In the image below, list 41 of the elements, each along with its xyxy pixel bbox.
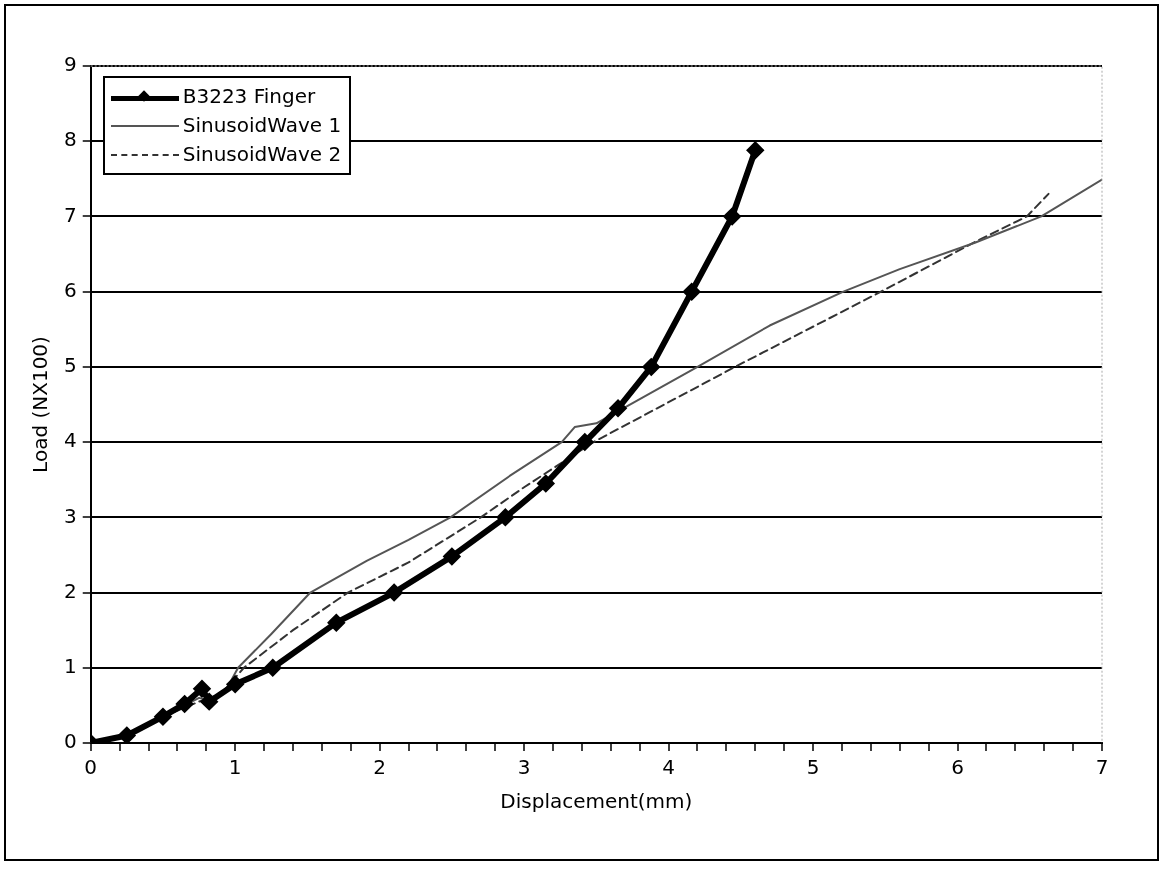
y-tick-label: 8 bbox=[63, 127, 77, 152]
legend-label: B3223 Finger bbox=[182, 83, 316, 110]
y-tick-label: 0 bbox=[63, 729, 77, 754]
x-tick-label: 6 bbox=[951, 755, 964, 780]
point bbox=[264, 659, 281, 676]
point bbox=[497, 509, 514, 526]
y-tick-label: 1 bbox=[63, 653, 77, 678]
point bbox=[328, 614, 345, 631]
y-tick-label: 4 bbox=[63, 428, 77, 453]
point bbox=[118, 727, 135, 743]
point bbox=[683, 283, 700, 300]
point bbox=[610, 400, 627, 417]
point bbox=[227, 676, 244, 693]
point bbox=[443, 548, 460, 565]
x-tick-label: 1 bbox=[228, 755, 242, 780]
y-tick-label: 7 bbox=[63, 202, 77, 227]
y-tick-label: 2 bbox=[63, 578, 77, 603]
point bbox=[386, 584, 403, 601]
point bbox=[193, 680, 210, 697]
point bbox=[724, 208, 741, 225]
point bbox=[201, 693, 218, 710]
point bbox=[643, 358, 660, 375]
x-tick-label: 7 bbox=[1095, 755, 1109, 780]
y-tick-label: 6 bbox=[63, 277, 77, 302]
legend-label: SinusoidWave 1 bbox=[182, 112, 342, 139]
point bbox=[576, 434, 593, 451]
x-axis-title: Displacement(mm) bbox=[500, 789, 693, 814]
x-tick-label: 5 bbox=[806, 755, 820, 780]
x-tick-label: 0 bbox=[84, 755, 98, 780]
point bbox=[537, 475, 554, 492]
x-tick-label: 4 bbox=[662, 755, 675, 780]
y-axis-title: Load (NX100) bbox=[28, 336, 53, 473]
y-tick-label: 9 bbox=[63, 52, 77, 77]
x-tick-label: 2 bbox=[373, 755, 387, 780]
x-tick-label: 3 bbox=[517, 755, 531, 780]
point bbox=[747, 142, 764, 159]
point bbox=[154, 708, 171, 725]
point bbox=[176, 695, 193, 712]
y-tick-label: 3 bbox=[63, 503, 77, 528]
legend-label: SinusoidWave 2 bbox=[182, 141, 342, 168]
y-tick-label: 5 bbox=[63, 353, 77, 378]
